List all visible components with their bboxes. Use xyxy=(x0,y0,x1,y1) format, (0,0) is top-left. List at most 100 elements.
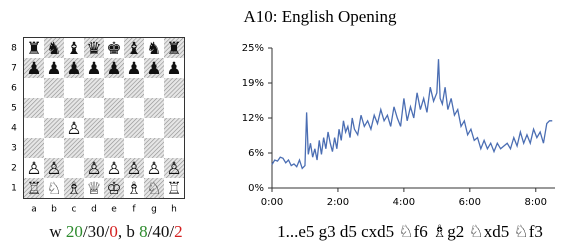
piece: ♙ xyxy=(86,159,101,179)
lost: 2 xyxy=(174,222,183,241)
y-tick-label: 0% xyxy=(248,183,264,194)
square xyxy=(104,78,124,98)
square xyxy=(104,138,124,158)
square xyxy=(124,78,144,98)
joiner: , xyxy=(118,222,127,241)
square xyxy=(164,98,184,118)
piece: ♙ xyxy=(146,159,161,179)
file-label: e xyxy=(111,205,117,215)
piece: ♟ xyxy=(166,59,181,79)
rank-label: 1 xyxy=(11,184,17,194)
piece: ♟ xyxy=(66,59,81,79)
piece: ♙ xyxy=(26,159,41,179)
square xyxy=(144,78,164,98)
piece: ♚ xyxy=(106,39,121,59)
piece: ♙ xyxy=(126,159,141,179)
square xyxy=(24,98,44,118)
piece: ♟ xyxy=(146,59,161,79)
data-line xyxy=(272,59,552,168)
piece: ♞ xyxy=(46,39,61,59)
square xyxy=(84,138,104,158)
piece: ♝ xyxy=(126,39,141,59)
rank-label: 6 xyxy=(11,84,17,94)
piece: ♘ xyxy=(46,179,61,199)
piece: ♝ xyxy=(66,39,81,59)
side: w xyxy=(49,222,62,241)
file-label: g xyxy=(151,205,157,215)
square xyxy=(24,138,44,158)
square xyxy=(84,78,104,98)
piece: ♙ xyxy=(46,159,61,179)
rank-label: 3 xyxy=(11,144,17,154)
won: 8 xyxy=(139,222,148,241)
won: 20 xyxy=(66,222,83,241)
moves: 1...e5 g3 d5 cxd5 ♘f6 ♗g2 ♘xd5 ♘f3 xyxy=(277,222,543,241)
rank-label: 4 xyxy=(11,124,17,134)
square xyxy=(44,118,64,138)
piece: ♙ xyxy=(66,119,81,139)
piece: ♗ xyxy=(126,179,141,199)
square xyxy=(64,78,84,98)
piece: ♜ xyxy=(166,39,181,59)
drawn: 30 xyxy=(88,222,105,241)
piece: ♖ xyxy=(166,179,181,199)
piece: ♟ xyxy=(86,59,101,79)
file-label: b xyxy=(51,205,57,215)
square xyxy=(44,98,64,118)
piece: ♔ xyxy=(106,179,121,199)
y-tick-label: 19% xyxy=(242,78,264,89)
x-tick-label: 4:00 xyxy=(393,197,415,208)
piece: ♖ xyxy=(26,179,41,199)
rank-label: 5 xyxy=(11,104,17,114)
square xyxy=(124,138,144,158)
page-title: A10: English Opening xyxy=(244,7,397,26)
y-tick-label: 6% xyxy=(248,148,264,159)
piece: ♕ xyxy=(86,179,101,199)
x-tick-label: 2:00 xyxy=(327,197,349,208)
x-tick-label: 0:00 xyxy=(261,197,283,208)
stats: w 20/30/0, b 8/40/2 xyxy=(49,222,182,241)
piece: ♟ xyxy=(106,59,121,79)
piece: ♟ xyxy=(26,59,41,79)
piece: ♜ xyxy=(26,39,41,59)
file-label: f xyxy=(132,205,136,215)
rank-label: 2 xyxy=(11,164,17,174)
square xyxy=(144,98,164,118)
square xyxy=(64,158,84,178)
square xyxy=(24,118,44,138)
y-tick-label: 12% xyxy=(242,113,264,124)
piece: ♗ xyxy=(66,179,81,199)
square xyxy=(124,98,144,118)
square xyxy=(84,118,104,138)
square xyxy=(164,138,184,158)
piece: ♞ xyxy=(146,39,161,59)
drawn: 40 xyxy=(152,222,169,241)
square xyxy=(144,138,164,158)
page: A10: English Opening w 20/30/0, b 8/40/2… xyxy=(0,0,578,246)
lost: 0 xyxy=(109,222,118,241)
file-label: h xyxy=(171,205,177,215)
square xyxy=(44,78,64,98)
square xyxy=(124,118,144,138)
square xyxy=(104,98,124,118)
square xyxy=(24,78,44,98)
y-tick-label: 25% xyxy=(242,43,264,54)
square xyxy=(64,138,84,158)
x-tick-label: 6:00 xyxy=(459,197,481,208)
piece: ♟ xyxy=(126,59,141,79)
piece: ♟ xyxy=(46,59,61,79)
rank-label: 7 xyxy=(11,64,17,74)
square xyxy=(164,118,184,138)
square xyxy=(84,98,104,118)
piece: ♙ xyxy=(166,159,181,179)
piece: ♛ xyxy=(86,39,101,59)
square xyxy=(104,118,124,138)
piece: ♘ xyxy=(146,179,161,199)
file-label: d xyxy=(91,205,97,215)
file-label: c xyxy=(72,205,77,215)
x-tick-label: 8:00 xyxy=(525,197,547,208)
square xyxy=(44,138,64,158)
piece: ♙ xyxy=(106,159,121,179)
square xyxy=(144,118,164,138)
file-label: a xyxy=(31,205,37,215)
